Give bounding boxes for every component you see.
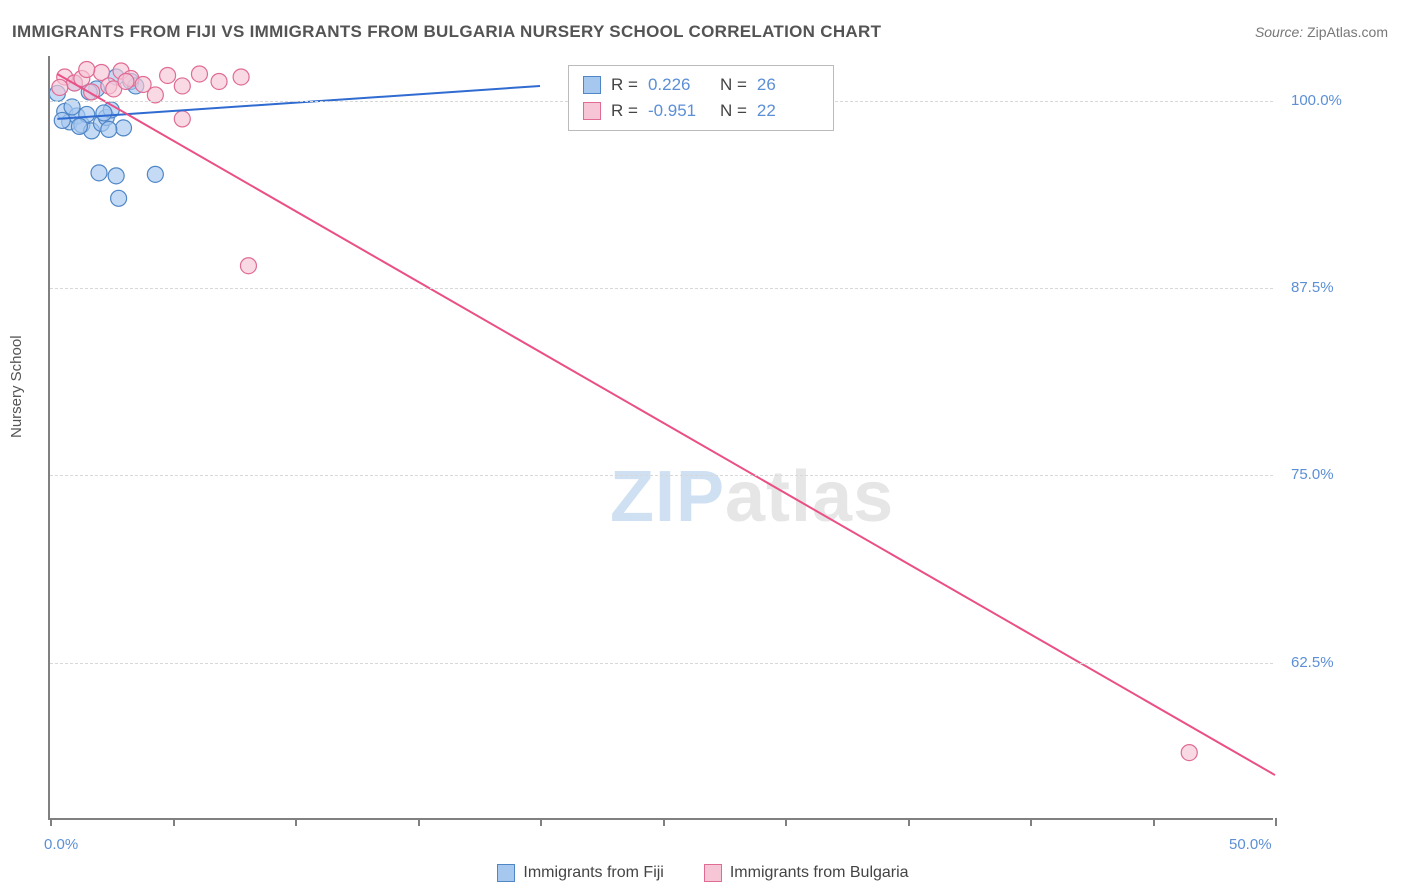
x-tick-label: 50.0% [1229,836,1272,853]
stats-swatch [583,76,601,94]
x-tick [1030,818,1032,826]
data-point [108,168,124,184]
data-point [174,111,190,127]
data-point [54,112,70,128]
stats-swatch [583,102,601,120]
r-value: 0.226 [648,75,710,95]
x-tick [50,818,52,826]
chart-title: IMMIGRANTS FROM FIJI VS IMMIGRANTS FROM … [12,22,881,42]
x-tick [1153,818,1155,826]
trend-line [57,74,1275,775]
source-value: ZipAtlas.com [1307,24,1388,40]
gridline [50,288,1273,289]
legend-item: Immigrants from Bulgaria [704,864,909,882]
gridline [50,663,1273,664]
chart-svg [50,56,1273,818]
data-point [116,120,132,136]
x-tick [908,818,910,826]
x-tick [540,818,542,826]
x-tick [173,818,175,826]
legend-swatch [497,864,515,882]
data-point [91,165,107,181]
data-point [191,66,207,82]
chart-plot-area: ZIPatlas [48,56,1273,820]
data-point [160,67,176,83]
legend-label: Immigrants from Bulgaria [730,864,909,882]
x-tick [418,818,420,826]
stats-row: R = 0.226 N = 26 [583,72,819,98]
x-tick-label: 0.0% [44,836,78,853]
y-tick-label: 100.0% [1291,92,1342,109]
legend-swatch [704,864,722,882]
r-value: -0.951 [648,101,710,121]
data-point [174,78,190,94]
legend-item: Immigrants from Fiji [497,864,663,882]
correlation-stats-box: R = 0.226 N = 26 R = -0.951 N = 22 [568,65,834,131]
legend-label: Immigrants from Fiji [523,864,663,882]
y-axis-label: Nursery School [8,335,25,438]
y-tick-label: 75.0% [1291,466,1334,483]
source-attribution: Source: ZipAtlas.com [1255,24,1388,40]
n-value: 22 [757,101,819,121]
data-point [71,118,87,134]
n-label: N = [720,75,747,95]
data-point [79,61,95,77]
data-point [1181,745,1197,761]
data-point [211,73,227,89]
r-label: R = [611,75,638,95]
x-tick [663,818,665,826]
stats-row: R = -0.951 N = 22 [583,98,819,124]
data-point [240,258,256,274]
data-point [118,73,134,89]
data-point [233,69,249,85]
legend-bottom: Immigrants from Fiji Immigrants from Bulg… [0,864,1406,882]
n-value: 26 [757,75,819,95]
data-point [147,166,163,182]
y-tick-label: 87.5% [1291,279,1334,296]
x-tick [1275,818,1277,826]
data-point [111,190,127,206]
r-label: R = [611,101,638,121]
x-tick [295,818,297,826]
data-point [52,79,68,95]
y-tick-label: 62.5% [1291,654,1334,671]
source-label: Source: [1255,24,1303,40]
data-point [96,105,112,121]
n-label: N = [720,101,747,121]
data-point [101,121,117,137]
gridline [50,475,1273,476]
x-tick [785,818,787,826]
